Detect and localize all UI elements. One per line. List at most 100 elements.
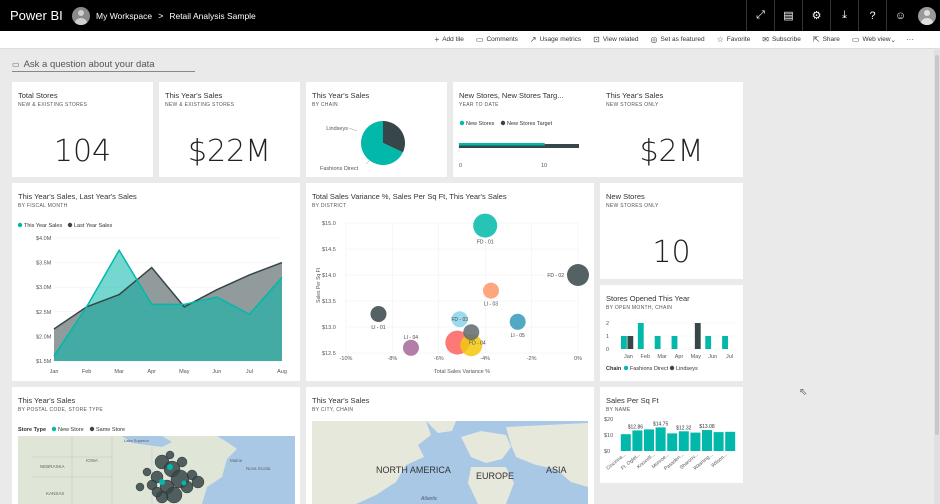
x-tick-label: -4%: [480, 356, 490, 362]
y-tick-label: $2.5M: [36, 310, 52, 316]
x-tick-label: Apr: [147, 369, 156, 375]
tile-sales-by-chain[interactable]: This Year's Sales BY CHAIN Lindseys Fash…: [306, 82, 447, 177]
favorite-button[interactable]: ☆ Favorite: [717, 35, 751, 44]
breadcrumb-workspace[interactable]: My Workspace: [96, 10, 153, 21]
x-tick-label: 0%: [574, 356, 582, 362]
breadcrumb-report[interactable]: Retail Analysis Sample: [169, 10, 256, 21]
y-tick-label: $4.0M: [36, 236, 52, 242]
line-last-year: [53, 261, 283, 330]
bar-fashions-direct: [637, 323, 644, 349]
view-related-icon: ⊡: [593, 35, 600, 44]
subscribe-button[interactable]: ✉ Subscribe: [762, 35, 801, 44]
tile-title: Stores Opened This Year: [606, 294, 690, 303]
app-brand[interactable]: Power BI: [10, 8, 63, 23]
tile-new-stores-sales[interactable]: This Year's Sales NEW STORES ONLY $2M: [600, 82, 743, 177]
view-related-button[interactable]: ⊡ View related: [593, 35, 638, 44]
x-tick-10: 10: [541, 163, 547, 169]
tile-subtitle: BY FISCAL MONTH: [18, 203, 68, 209]
bar-chart: New Stores New Stores Target 0 10: [458, 120, 579, 169]
tile-title: This Year's Sales: [312, 91, 370, 100]
usage-metrics-button[interactable]: ↗ Usage metrics: [530, 35, 581, 44]
tile-sales-vs-last-year[interactable]: This Year's Sales, Last Year's Sales BY …: [12, 183, 300, 381]
help-icon[interactable]: ?: [858, 0, 886, 31]
x-tick-label: -10%: [340, 356, 353, 362]
x-tick-label: -6%: [434, 356, 444, 362]
legend-target: New Stores Target: [507, 121, 553, 127]
bar-store: [678, 431, 689, 451]
area-this-year: [54, 250, 282, 361]
map-label-north: NORTH AMERICA: [376, 465, 451, 475]
map-bubble: [165, 486, 183, 504]
legend-fashions-direct: Fashions Direct: [630, 366, 669, 372]
legend-new-store: New Store: [58, 427, 84, 433]
map-bay: [227, 436, 252, 445]
comments-button[interactable]: ▭ Comments: [476, 35, 518, 44]
map-label-atlantic: Atlantic: [420, 496, 438, 502]
point-label: FD - 03: [451, 317, 468, 323]
y-tick-label: $14.5: [322, 247, 336, 253]
tile-this-year-sales[interactable]: This Year's Sales NEW & EXISTING STORES …: [159, 82, 300, 177]
legend-swatch: [669, 365, 675, 371]
bar-new-stores: [459, 143, 545, 146]
kpi-value: $22M: [187, 134, 272, 169]
tile-total-stores[interactable]: Total Stores NEW & EXISTING STORES 104: [12, 82, 153, 177]
tile-subtitle: BY CHAIN: [312, 102, 338, 108]
share-icon: ⇱: [812, 35, 820, 44]
tile-title: This Year's Sales: [606, 91, 664, 100]
y-tick-label: $13.5: [322, 299, 336, 305]
data-label: $12.32: [676, 425, 692, 431]
x-tick-label: Mar: [114, 369, 124, 375]
action-label: Favorite: [726, 36, 751, 43]
tile-subtitle: BY CITY, CHAIN: [312, 407, 354, 413]
web-view-button[interactable]: ▭ Web view ⌄: [852, 35, 896, 44]
y-tick-label: $15.0: [322, 221, 336, 227]
tile-stores-opened[interactable]: Stores Opened This Year BY OPEN MONTH, C…: [600, 285, 743, 381]
download-icon[interactable]: ⤓: [830, 0, 858, 31]
map-chart: Store Type New Store Same Store NEBRASKA…: [18, 426, 295, 504]
tile-title: Total Stores: [18, 91, 58, 100]
tile-new-stores[interactable]: New Stores NEW STORES ONLY 10: [600, 183, 743, 279]
x-tick-label: Apr: [675, 354, 684, 360]
top-icons: ⤢ ▤ ⚙ ⤓? ☺: [746, 0, 940, 31]
profile-button[interactable]: [914, 0, 940, 31]
tile-sales-postal-map[interactable]: This Year's Sales BY POSTAL CODE, STORE …: [12, 387, 300, 504]
settings-icon[interactable]: ⚙: [802, 0, 830, 31]
x-tick-label: Feb: [82, 369, 91, 375]
scrollbar-thumb[interactable]: [935, 55, 939, 435]
bar-store: [690, 432, 701, 451]
map-greenland: [426, 421, 456, 433]
y-tick-label: $14.0: [322, 273, 336, 279]
area-chart: This Year Sales Last Year Sales $1.5M $2.…: [17, 222, 287, 375]
map-label-nova-scotia: Nova Scotia: [246, 466, 271, 471]
data-label: $14.75: [653, 421, 669, 427]
x-tick-label: Jan: [624, 354, 633, 360]
y-tick-label: $10: [604, 433, 613, 439]
map-label-iowa: IOWA: [86, 458, 98, 463]
action-label: Share: [822, 36, 840, 43]
point-label: FD - 04: [469, 341, 486, 347]
qna-box[interactable]: ▭ Ask a question about your data: [12, 58, 195, 72]
set-as-featured-icon: ◎: [650, 35, 658, 44]
x-tick-label: May: [691, 354, 702, 360]
expand-icon[interactable]: ⤢: [746, 0, 774, 31]
point-label: LI - 01: [371, 325, 385, 331]
y-tick-label: $1.5M: [36, 359, 52, 365]
add-tile-button[interactable]: + Add tile: [435, 35, 464, 44]
feedback-icon[interactable]: ☺: [886, 0, 914, 31]
tile-sales-city-map[interactable]: This Year's Sales BY CITY, CHAIN NORTH A…: [306, 387, 594, 504]
tile-sales-per-sqft[interactable]: Sales Per Sq Ft BY NAME $0 $10 $20 $12.86 $1…: [600, 387, 743, 483]
set-as-featured-button[interactable]: ◎ Set as featured: [651, 35, 705, 44]
map-europe: [461, 431, 511, 463]
share-button[interactable]: ⇱ Share: [813, 35, 840, 44]
tile-sales-variance[interactable]: Total Sales Variance %, Sales Per Sq Ft,…: [306, 183, 594, 381]
y-tick-label: 1: [606, 334, 609, 340]
comment-icon[interactable]: ▤: [774, 0, 802, 31]
more-options-icon[interactable]: ···: [906, 35, 914, 44]
y-tick-label: $0: [604, 449, 610, 455]
y-tick-label: 2: [606, 321, 609, 327]
point-label: LI - 05: [511, 333, 525, 339]
legend-swatch: [51, 426, 57, 432]
kpi-value: $2M: [639, 134, 704, 169]
scatter-point: [473, 213, 498, 238]
x-axis-label: Total Sales Variance %: [434, 369, 490, 375]
